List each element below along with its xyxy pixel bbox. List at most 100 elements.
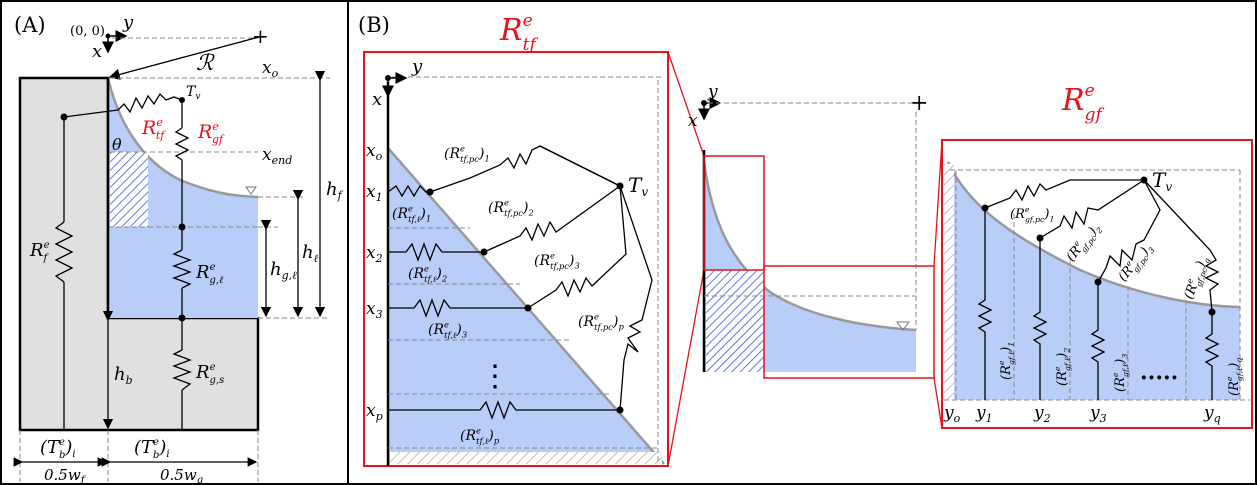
- mid-hatch: [706, 270, 764, 372]
- mid-conn-2: [667, 269, 705, 467]
- mid-conn-4: [933, 377, 943, 429]
- tv-label-a: Tv: [186, 84, 200, 102]
- panel-a-label: (A): [14, 13, 46, 37]
- middle-view: y x +: [667, 51, 943, 467]
- tf-pc-label-p: (Re tf,pc)p: [578, 312, 624, 333]
- tf-l-label-p: (Re tf,ℓ)p: [460, 426, 500, 447]
- gf-node-1: [981, 204, 989, 212]
- node-center: [178, 223, 186, 231]
- tb-label-1: (Te b)i: [40, 437, 76, 461]
- resistor-rtf: [117, 92, 183, 114]
- gf-l-label-1: (Regf,ℓ)1: [997, 342, 1016, 380]
- liquid-region: [108, 78, 258, 318]
- mid-meniscus: [702, 161, 917, 332]
- origin-dot: [105, 33, 111, 39]
- gf-node-3: [1094, 278, 1102, 286]
- tf-x-tick-o: xo: [366, 141, 383, 163]
- gf-pc-label-1: (Re gf,pc)1: [1010, 205, 1054, 224]
- gf-left-hatch: [944, 164, 954, 400]
- tf-pc-label-2: (Re tf,pc)2: [488, 198, 534, 219]
- free-surface-marker: [245, 186, 257, 195]
- xo-label: xo: [262, 58, 279, 80]
- mid-gf-box: [763, 265, 935, 379]
- tb-label-2: (Te b)i: [134, 437, 170, 461]
- gf-pc-labels: (Re gf,pc)1(Regf,pc)2(Regf,pc)3(Regf,pc)q: [1010, 205, 1213, 302]
- tf-y-label: y: [411, 56, 423, 77]
- xend-label: xend: [262, 145, 292, 167]
- rgf-label-a: Re gf: [197, 120, 225, 146]
- gf-y-tick-1: y1: [975, 403, 993, 425]
- node-tv-a: [179, 97, 185, 103]
- mid-tf-box: [703, 155, 765, 271]
- center-plus: +: [252, 24, 269, 48]
- tf-l-label-3: (Re tf,ℓ)3: [428, 320, 467, 341]
- tf-node-tv: [616, 182, 624, 190]
- resistor-rgs: [172, 349, 192, 391]
- thin-film-hatch: [110, 152, 148, 227]
- hl-label: hℓ: [302, 242, 319, 265]
- mid-center-plus: +: [910, 91, 928, 116]
- gf-node-2: [1036, 234, 1044, 242]
- meniscus-curve: [106, 77, 259, 199]
- resistor-rgf: [174, 127, 190, 161]
- mid-conn-3: [933, 139, 943, 267]
- tf-tv-label: Tv: [628, 173, 648, 199]
- mid-y-label: y: [707, 82, 718, 102]
- theta-label: θ: [112, 135, 122, 154]
- rgf-title: Re gf: [1061, 81, 1105, 125]
- tf-vdots: ⋮: [480, 359, 510, 394]
- gf-y-tick-o: yo: [943, 403, 961, 425]
- gf-l-labels: (Regf,ℓ)1 (Regf,ℓ)2 (Regf,ℓ)3 (Regf,ℓ)q: [997, 342, 1244, 396]
- gf-node-q: [1208, 308, 1216, 316]
- rgl-label: Re g,ℓ: [195, 262, 223, 286]
- resistor-rf: [54, 221, 74, 283]
- gf-l-label-q: (Regf,ℓ)q: [1225, 358, 1244, 396]
- tf-x-ticks: xo x1 x2 x3 xp: [366, 141, 383, 423]
- tf-node-p: [616, 406, 624, 414]
- gf-l-label-2: (Regf,ℓ)2: [1053, 348, 1072, 386]
- tf-x-label: x: [372, 89, 382, 110]
- radius-label: ℛ: [196, 51, 215, 76]
- tf-bottom-hatch: [390, 452, 662, 464]
- node-base: [178, 314, 186, 322]
- tf-pc-label-1: (Re tf,pc)1: [444, 144, 490, 165]
- tf-x-tick-1: x1: [366, 182, 383, 204]
- gf-meniscus: [946, 161, 1241, 309]
- tf-pc-label-3: (Re tf,pc)3: [534, 251, 580, 272]
- tf-x-tick-2: x2: [366, 243, 383, 265]
- gf-hdots: ·····: [1140, 365, 1178, 391]
- hb-label: hb: [114, 364, 133, 387]
- mid-x-label: x: [688, 111, 698, 131]
- rgs-label: Re g,s: [195, 362, 224, 386]
- tf-l-label-1: (Re tf,ℓ)1: [392, 204, 431, 225]
- hgl-label: hg,ℓ: [270, 259, 297, 282]
- y-axis-label: y: [122, 12, 134, 33]
- gf-tv-label: Tv: [1152, 168, 1172, 194]
- tf-l-label-2: (Re tf,ℓ)2: [408, 264, 447, 285]
- gf-l-label-3: (Regf,ℓ)3: [1111, 354, 1130, 392]
- tf-network: [387, 145, 653, 420]
- tf-pc-labels: (Re tf,pc)1 (Re tf,pc)2 (Re tf,pc)3 (Re tf,pc)p: [444, 144, 624, 333]
- mid-surface-marker: [896, 321, 910, 331]
- panel-b-label: (B): [358, 13, 390, 37]
- panel-b: (B) Re tf y x xo x1 x2 x3 xp: [358, 11, 1253, 467]
- gf-slices: [955, 170, 1241, 400]
- tf-node-3: [524, 304, 532, 312]
- rf-label: Re f: [29, 240, 50, 264]
- wire-top: [63, 109, 119, 118]
- gf-network: [977, 179, 1220, 400]
- gf-y-ticks: yo y1 y2 y3 yq: [943, 403, 1221, 425]
- tf-x-tick-p: xp: [366, 401, 383, 423]
- gf-pc-label-q: (Regf,pc)q: [1180, 254, 1213, 302]
- wg-label: 0.5wg: [160, 466, 203, 485]
- tf-l-labels: (Re tf,ℓ)1 (Re tf,ℓ)2 (Re tf,ℓ)3 (Re tf,ℓ)p: [392, 204, 500, 447]
- tf-node-1: [426, 188, 434, 196]
- gf-node-tv: [1140, 176, 1148, 184]
- rtf-title: Re tf: [499, 11, 538, 55]
- resistor-rgl: [172, 249, 192, 289]
- origin-label: (0, 0): [70, 24, 105, 39]
- gf-y-tick-q: yq: [1203, 403, 1221, 425]
- gf-liquid: [948, 162, 1240, 400]
